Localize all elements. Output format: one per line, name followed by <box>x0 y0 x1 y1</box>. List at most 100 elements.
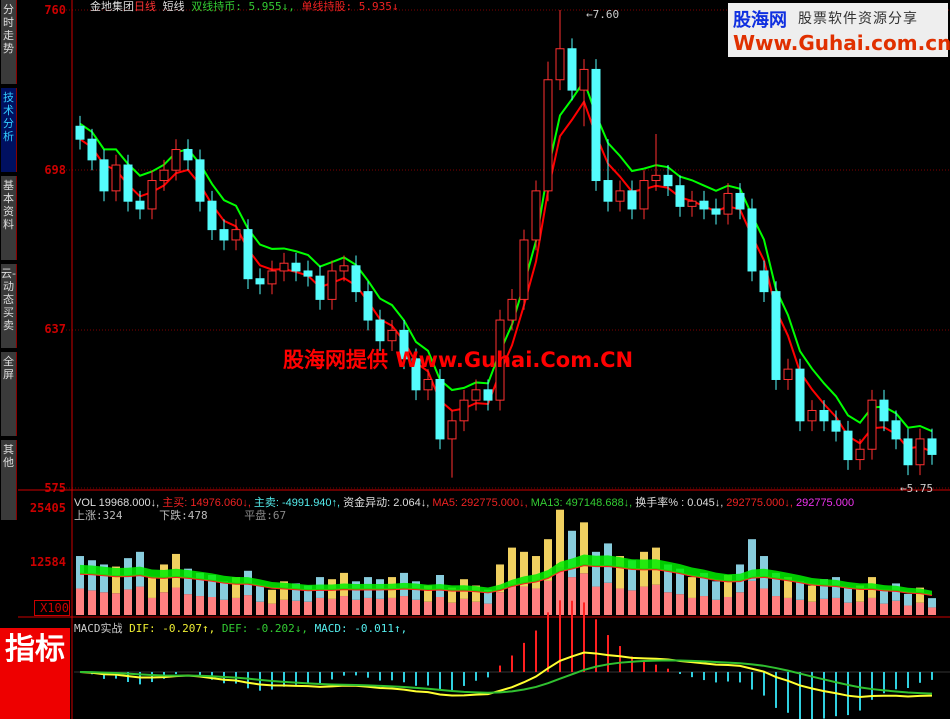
volume-bar-top <box>616 556 624 589</box>
sidebar-tab[interactable]: 技术分析 <box>1 88 17 172</box>
price-tick: 698 <box>44 163 66 177</box>
volume-bar <box>892 600 900 615</box>
candle-up <box>387 329 397 342</box>
candle-up <box>867 399 877 450</box>
volume-bar <box>604 582 612 615</box>
volume-bar <box>844 602 852 615</box>
candle-down <box>195 159 205 202</box>
volume-bar-top <box>208 574 216 597</box>
candle-up <box>531 190 541 241</box>
sell-value: 主卖: -4991.940↑, <box>253 497 341 509</box>
volume-bar <box>484 603 492 615</box>
dea-line <box>79 659 933 695</box>
turnover-value: 换手率% : 0.045↓, <box>635 497 724 509</box>
volume-tick: 25405 <box>29 501 66 515</box>
buy-value: 主买: 14976.060↓, <box>162 497 251 509</box>
volume-bar <box>448 602 456 615</box>
volume-bar <box>424 601 432 615</box>
candle-up <box>639 180 649 210</box>
v2-value: 292775.000 <box>795 497 855 509</box>
volume-bar-top <box>232 577 240 598</box>
candle-down <box>363 291 373 321</box>
volume-bar <box>400 596 408 615</box>
candle-up <box>447 420 457 440</box>
stock-name: 金地集团 <box>90 0 134 13</box>
volume-bar <box>628 590 636 615</box>
candle-up <box>471 389 481 401</box>
down-count: 下跌:478 <box>159 509 208 522</box>
volume-bar-top <box>148 577 156 598</box>
volume-bar <box>520 586 528 615</box>
volume-bar <box>688 597 696 615</box>
volume-bar <box>832 597 840 615</box>
volume-bar-top <box>424 585 432 602</box>
volume-bar <box>100 592 108 615</box>
volume-bar-top <box>184 568 192 595</box>
volume-bar <box>172 587 180 615</box>
volume-bar-top <box>724 574 732 597</box>
vol-value: VOL 19968.000↓, <box>74 497 160 509</box>
volume-tick: 12584 <box>29 555 66 569</box>
high-annotation: ←7.60 <box>586 8 620 21</box>
candle-down <box>819 409 829 422</box>
volume-bar <box>700 596 708 615</box>
candle-down <box>99 159 109 192</box>
volume-bar-top <box>448 587 456 603</box>
volume-header: VOL 19968.000↓, 主买: 14976.060↓, 主卖: -4991.… <box>74 494 857 510</box>
volume-bar-top <box>580 522 588 574</box>
candle-up <box>327 270 337 300</box>
volume-bar-top <box>352 581 360 600</box>
volume-bar-top <box>844 587 852 603</box>
single-line-value: 单线持股: 5.935↓ <box>301 0 399 13</box>
candle-down <box>351 265 361 293</box>
volume-bar <box>220 599 228 615</box>
volume-bar <box>472 601 480 615</box>
volume-bar-top <box>268 589 276 604</box>
candle-up <box>615 190 625 202</box>
candle-up <box>519 239 529 300</box>
period-label[interactable]: 日线 <box>134 0 156 13</box>
sidebar-tab[interactable]: 其他 <box>1 440 17 520</box>
volume-bar <box>748 580 756 615</box>
volume-bar <box>316 597 324 615</box>
candle-down <box>411 358 421 391</box>
breadth-header: 上涨:324 下跌:478 平盘:67 <box>74 507 286 523</box>
v1-value: 292775.000↓, <box>726 497 793 509</box>
volume-bar <box>244 595 252 615</box>
volume-bar <box>124 589 132 615</box>
volume-bar-top <box>772 572 780 597</box>
volume-unit: X100 <box>34 600 70 616</box>
candle-up <box>267 270 277 285</box>
volume-bar-top <box>100 564 108 593</box>
volume-bar-top <box>712 581 720 600</box>
candle-up <box>855 448 865 461</box>
candle-down <box>87 138 97 161</box>
volume-bar <box>640 586 648 615</box>
candle-up <box>159 169 169 182</box>
sidebar-tab[interactable]: 云-动态买卖 <box>1 264 17 348</box>
volume-bar-top <box>688 577 696 598</box>
volume-bar <box>208 596 216 615</box>
candle-down <box>735 192 745 210</box>
volume-bar <box>292 600 300 615</box>
volume-bar <box>556 567 564 615</box>
candle-down <box>219 229 229 241</box>
volume-bar <box>364 597 372 615</box>
volume-bar-top <box>592 551 600 587</box>
volume-bar <box>724 596 732 615</box>
candle-down <box>591 68 601 182</box>
volume-bar <box>328 598 336 615</box>
logo-slogan: 股票软件资源分享 <box>798 11 918 27</box>
sidebar-tab[interactable]: 全屏 <box>1 352 17 436</box>
sidebar-tab[interactable]: 分时走势 <box>1 0 17 84</box>
volume-bar <box>592 586 600 615</box>
volume-bar-top <box>556 509 564 568</box>
volume-bar <box>436 596 444 615</box>
sidebar-tab[interactable]: 基本资料 <box>1 176 17 260</box>
candle-up <box>723 192 733 215</box>
price-tick: 575 <box>44 481 66 495</box>
candle-down <box>207 200 217 231</box>
volume-bar <box>532 588 540 615</box>
volume-bar-top <box>292 583 300 601</box>
candle-down <box>699 200 709 210</box>
